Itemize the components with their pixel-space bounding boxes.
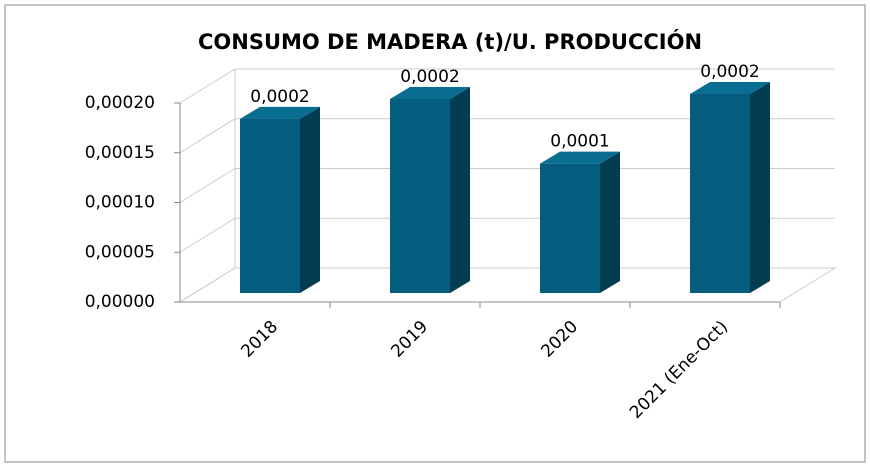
bar-top	[540, 151, 620, 164]
y-tick-label: 0,00020	[85, 93, 155, 113]
bar-top	[390, 86, 470, 99]
grid-line	[179, 168, 835, 203]
bar-side	[750, 82, 770, 293]
y-tick-label: 0,00015	[85, 143, 155, 163]
chart-title: CONSUMO DE MADERA (t)/U. PRODUCCIÓN	[198, 29, 702, 54]
data-label: 0,0002	[250, 87, 309, 107]
bar-side	[300, 106, 320, 293]
bar	[390, 98, 450, 293]
y-tick-label: 0,00000	[85, 292, 155, 312]
grid-line	[179, 118, 835, 154]
bar	[690, 94, 750, 293]
data-label: 0,0001	[550, 132, 609, 152]
bar-side	[600, 151, 620, 293]
bar-top	[240, 106, 320, 119]
grid-line	[179, 217, 835, 253]
y-tick-label: 0,00010	[85, 193, 155, 213]
data-label: 0,0002	[400, 67, 459, 87]
grid-line	[179, 68, 835, 104]
y-tick-label: 0,00005	[85, 242, 155, 262]
bar	[240, 118, 300, 293]
grid-line	[179, 267, 835, 303]
data-label: 0,0002	[700, 62, 759, 82]
bar-side	[450, 86, 470, 293]
bar	[540, 163, 600, 293]
bar-top	[690, 82, 770, 94]
